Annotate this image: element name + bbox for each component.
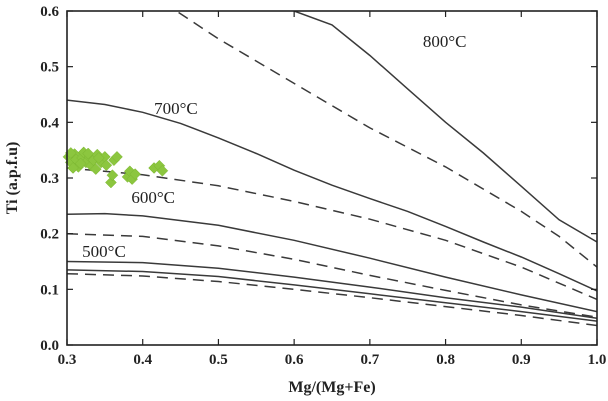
isotherm-800 bbox=[293, 11, 597, 243]
x-axis-ticks: 0.3 0.4 0.5 0.6 0.7 0.8 0.9 1.0 bbox=[58, 11, 607, 368]
y-tick-label: 0.1 bbox=[40, 282, 59, 298]
isotherm-label-600: 600°C bbox=[131, 188, 175, 207]
x-tick-label: 0.3 bbox=[58, 352, 77, 368]
isotherm-700 bbox=[67, 99, 597, 292]
isotherm-label-800: 800°C bbox=[423, 32, 467, 51]
isotherm-dashed-1 bbox=[175, 11, 597, 268]
y-tick-label: 0.5 bbox=[40, 60, 59, 76]
isotherm-labels: 800°C 700°C 600°C 500°C bbox=[82, 32, 466, 261]
data-point bbox=[100, 159, 113, 172]
x-tick-label: 0.5 bbox=[209, 352, 228, 368]
isotherm-600 bbox=[67, 212, 597, 313]
isotherm-500 bbox=[67, 260, 597, 320]
y-tick-label: 0.4 bbox=[40, 115, 59, 131]
isotherm-solid-7 bbox=[67, 269, 597, 322]
isotherm-label-700: 700°C bbox=[154, 99, 198, 118]
y-tick-label: 0.2 bbox=[40, 227, 59, 243]
isotherm-dashed-5 bbox=[67, 232, 597, 318]
data-point bbox=[92, 152, 105, 164]
isotherm-dashed-3 bbox=[67, 167, 597, 301]
y-axis-title: Ti (a.p.f.u) bbox=[4, 142, 21, 215]
x-tick-label: 0.8 bbox=[436, 352, 455, 368]
data-point bbox=[82, 147, 95, 160]
isotherm-curves bbox=[67, 11, 597, 327]
y-tick-label: 0.0 bbox=[40, 338, 59, 354]
isotherm-label-500: 500°C bbox=[82, 242, 126, 261]
plot-frame bbox=[66, 10, 598, 346]
y-axis-ticks: 0.0 0.1 0.2 0.3 0.4 0.5 0.6 bbox=[40, 4, 597, 354]
data-point bbox=[74, 157, 87, 170]
data-points bbox=[62, 146, 169, 189]
x-tick-label: 0.4 bbox=[133, 352, 152, 368]
y-tick-label: 0.3 bbox=[40, 171, 59, 187]
data-point bbox=[111, 150, 123, 163]
x-tick-label: 0.9 bbox=[512, 352, 531, 368]
x-tick-label: 0.6 bbox=[285, 352, 304, 368]
x-tick-label: 0.7 bbox=[360, 352, 379, 368]
data-point bbox=[105, 176, 117, 189]
data-point bbox=[89, 163, 102, 175]
x-tick-label: 1.0 bbox=[588, 352, 607, 368]
data-point bbox=[67, 162, 79, 174]
data-point bbox=[156, 164, 169, 177]
y-tick-label: 0.6 bbox=[40, 4, 59, 20]
x-axis-title: Mg/(Mg+Fe) bbox=[288, 379, 375, 396]
data-point bbox=[129, 168, 141, 180]
data-point bbox=[106, 169, 119, 182]
